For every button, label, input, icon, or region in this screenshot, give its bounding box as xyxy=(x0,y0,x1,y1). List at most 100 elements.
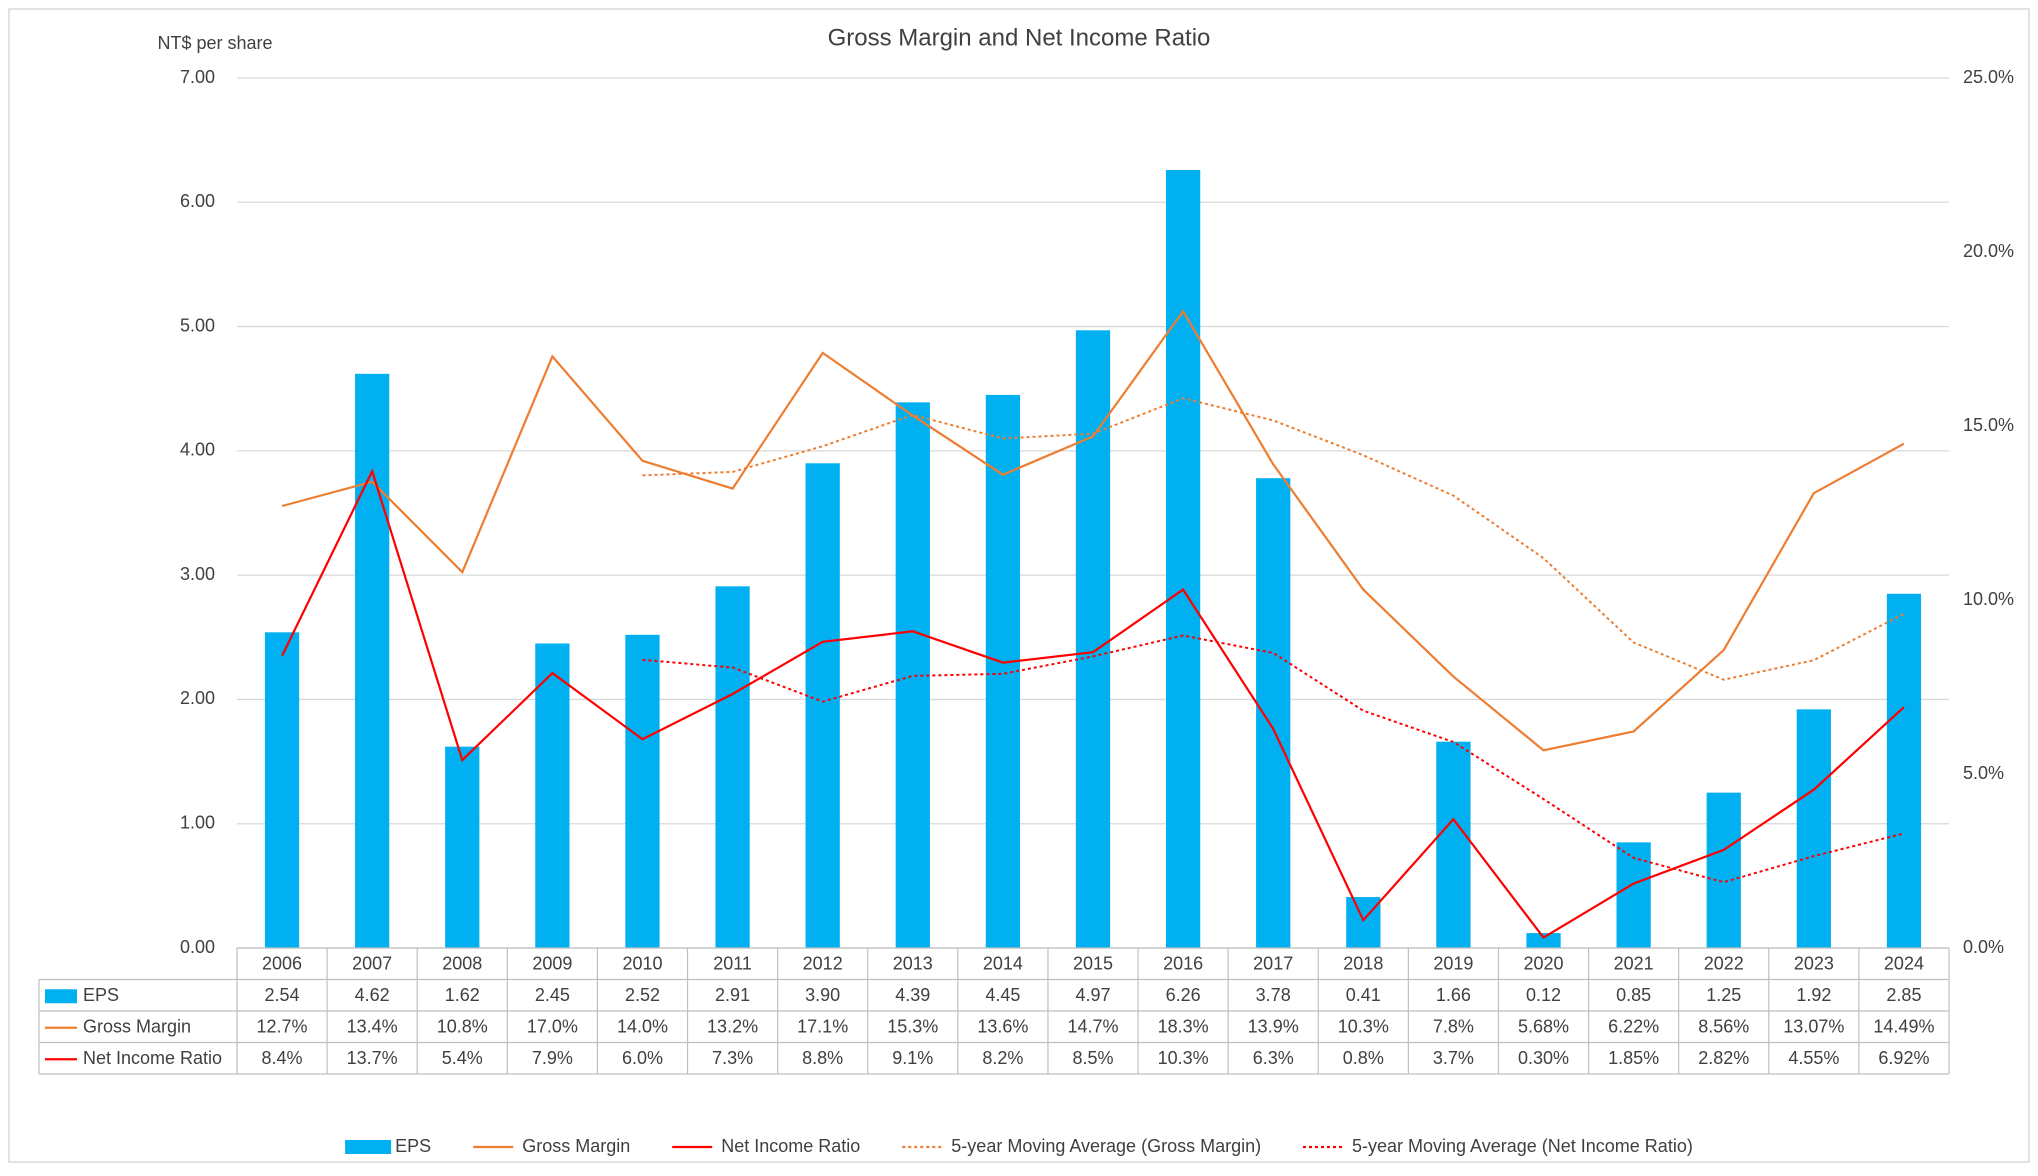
y2-tick-label: 0.0% xyxy=(1963,937,2004,957)
table-cell: 0.85 xyxy=(1616,985,1651,1005)
table-cell: 0.41 xyxy=(1346,985,1381,1005)
table-year: 2018 xyxy=(1343,954,1383,974)
table-cell: 13.07% xyxy=(1783,1017,1844,1037)
table-cell: 0.8% xyxy=(1343,1048,1384,1068)
table-cell: 4.45 xyxy=(985,985,1020,1005)
bar xyxy=(1256,478,1291,948)
table-cell: 13.9% xyxy=(1248,1017,1299,1037)
table-key xyxy=(45,989,77,1004)
table-cell: 13.7% xyxy=(347,1048,398,1068)
table-cell: 6.3% xyxy=(1253,1048,1294,1068)
y2-tick-label: 15.0% xyxy=(1963,415,2014,435)
table-cell: 8.2% xyxy=(982,1048,1023,1068)
table-cell: 2.52 xyxy=(625,985,660,1005)
bar xyxy=(1075,330,1111,948)
bar xyxy=(805,463,840,948)
table-year: 2016 xyxy=(1163,954,1203,974)
table-cell: 0.30% xyxy=(1518,1048,1569,1068)
table-cell: 8.56% xyxy=(1698,1017,1749,1037)
table-year: 2022 xyxy=(1704,954,1744,974)
y2-tick-label: 10.0% xyxy=(1963,589,2014,609)
bar xyxy=(625,634,660,948)
bar xyxy=(1165,169,1201,948)
legend-item: 5-year Moving Average (Net Income Ratio) xyxy=(1303,1136,1693,1156)
table-cell: 14.49% xyxy=(1873,1017,1934,1037)
table-cell: 4.97 xyxy=(1075,985,1110,1005)
bar xyxy=(1526,933,1561,948)
table-row-label: Gross Margin xyxy=(83,1017,191,1037)
table-cell: 14.0% xyxy=(617,1017,668,1037)
line-series xyxy=(642,634,1905,884)
table-cell: 2.82% xyxy=(1698,1048,1749,1068)
table-cell: 7.8% xyxy=(1433,1017,1474,1037)
table-cell: 3.90 xyxy=(805,985,840,1005)
table-cell: 3.78 xyxy=(1256,985,1291,1005)
table-cell: 4.39 xyxy=(895,985,930,1005)
table-cell: 8.8% xyxy=(802,1048,843,1068)
legend-label: EPS xyxy=(395,1136,431,1156)
bar xyxy=(445,746,480,948)
table-year: 2021 xyxy=(1614,954,1654,974)
bar xyxy=(1886,593,1922,948)
table-cell: 14.7% xyxy=(1067,1017,1118,1037)
table-cell: 13.4% xyxy=(347,1017,398,1037)
table-cell: 6.0% xyxy=(622,1048,663,1068)
table-cell: 7.3% xyxy=(712,1048,753,1068)
table-year: 2007 xyxy=(352,954,392,974)
table-year: 2013 xyxy=(893,954,933,974)
legend-item: Net Income Ratio xyxy=(672,1136,860,1156)
bar xyxy=(985,394,1021,948)
table-cell: 6.26 xyxy=(1166,985,1201,1005)
table-cell: 10.8% xyxy=(437,1017,488,1037)
table-year: 2017 xyxy=(1253,954,1293,974)
bar xyxy=(1436,741,1471,948)
table-cell: 8.5% xyxy=(1072,1048,1113,1068)
bar xyxy=(1796,709,1831,948)
legend-label: Gross Margin xyxy=(522,1136,630,1156)
legend-item: EPS xyxy=(345,1136,431,1156)
table-cell: 8.4% xyxy=(262,1048,303,1068)
legend-key xyxy=(345,1140,392,1154)
table-cell: 15.3% xyxy=(887,1017,938,1037)
table-cell: 10.3% xyxy=(1158,1048,1209,1068)
table-cell: 2.45 xyxy=(535,985,570,1005)
y-tick-label: 7.00 xyxy=(180,67,215,87)
table-cell: 1.92 xyxy=(1796,985,1831,1005)
bar xyxy=(535,643,570,948)
chart-title: Gross Margin and Net Income Ratio xyxy=(828,24,1211,51)
table-cell: 12.7% xyxy=(257,1017,308,1037)
table-year: 2019 xyxy=(1433,954,1473,974)
table-year: 2006 xyxy=(262,954,302,974)
bar xyxy=(895,402,930,948)
table-year: 2009 xyxy=(532,954,572,974)
table-year: 2010 xyxy=(622,954,662,974)
y-tick-label: 1.00 xyxy=(180,812,215,832)
table-cell: 3.7% xyxy=(1433,1048,1474,1068)
y2-tick-label: 5.0% xyxy=(1963,763,2004,783)
table-year: 2023 xyxy=(1794,954,1834,974)
table-year: 2012 xyxy=(803,954,843,974)
legend-item: Gross Margin xyxy=(473,1136,630,1156)
y-tick-label: 2.00 xyxy=(180,688,215,708)
legend-label: Net Income Ratio xyxy=(721,1136,860,1156)
legend-label: 5-year Moving Average (Net Income Ratio) xyxy=(1352,1136,1693,1156)
bar xyxy=(1706,792,1741,948)
table-cell: 1.66 xyxy=(1436,985,1471,1005)
y-tick-label: 6.00 xyxy=(180,191,215,211)
table-cell: 17.1% xyxy=(797,1017,848,1037)
table-year: 2020 xyxy=(1524,954,1564,974)
table-row-label: EPS xyxy=(83,985,119,1005)
line-series xyxy=(281,468,1905,940)
table-cell: 1.62 xyxy=(445,985,480,1005)
legend-label: 5-year Moving Average (Gross Margin) xyxy=(951,1136,1261,1156)
table-cell: 13.6% xyxy=(977,1017,1028,1037)
table-cell: 10.3% xyxy=(1338,1017,1389,1037)
y-tick-label: 5.00 xyxy=(180,315,215,335)
table-cell: 1.25 xyxy=(1706,985,1741,1005)
table-year: 2014 xyxy=(983,954,1023,974)
table-cell: 2.85 xyxy=(1886,985,1921,1005)
table-cell: 4.62 xyxy=(355,985,390,1005)
y2-tick-label: 25.0% xyxy=(1963,67,2014,87)
bar xyxy=(1346,897,1381,948)
